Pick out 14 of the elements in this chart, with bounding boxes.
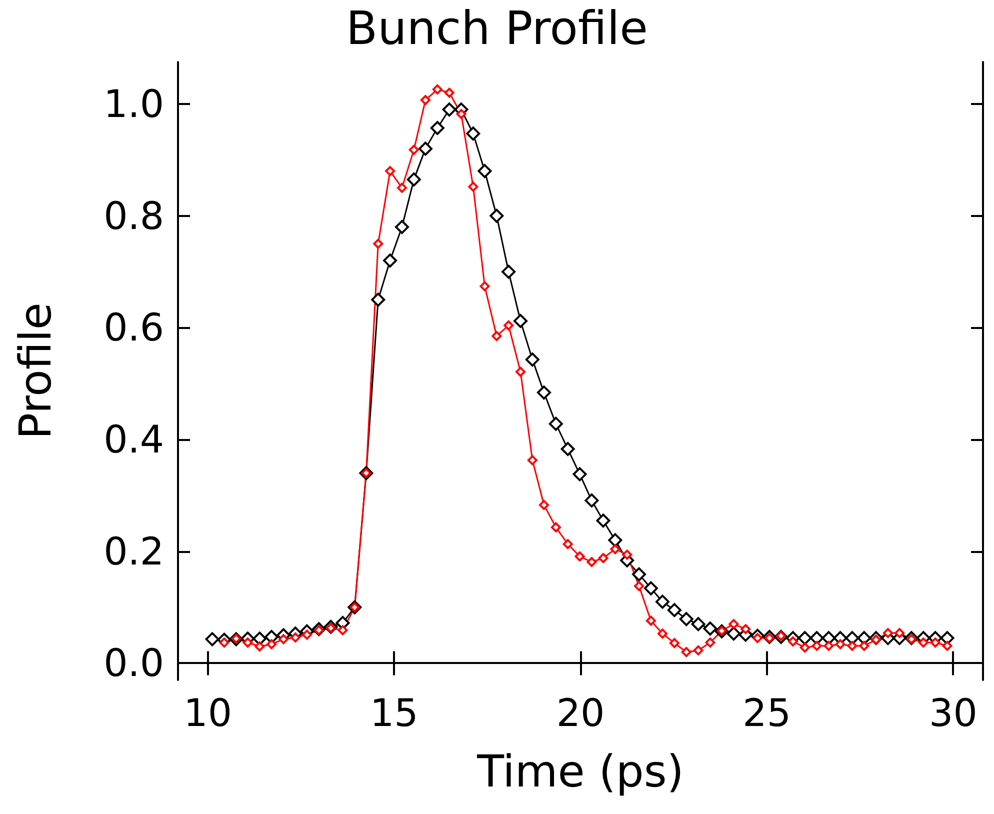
x-tick-label: 30: [929, 691, 978, 735]
y-tick-label: 0.6: [104, 306, 164, 350]
x-tick-label: 15: [370, 691, 418, 735]
y-axis-title: Profile: [10, 302, 62, 440]
y-tick-label: 0.4: [104, 418, 164, 462]
x-tick-label: 10: [184, 691, 232, 735]
chart-title: Bunch Profile: [346, 1, 648, 55]
y-tick-label: 0.2: [104, 529, 164, 574]
y-tick-label: 0.0: [104, 641, 164, 686]
y-tick-label: 0.8: [104, 194, 164, 238]
x-tick-label: 20: [556, 691, 605, 735]
x-axis-title: Time (ps): [476, 746, 684, 798]
x-tick-label: 25: [742, 691, 792, 735]
y-tick-label: 1.0: [104, 82, 164, 126]
